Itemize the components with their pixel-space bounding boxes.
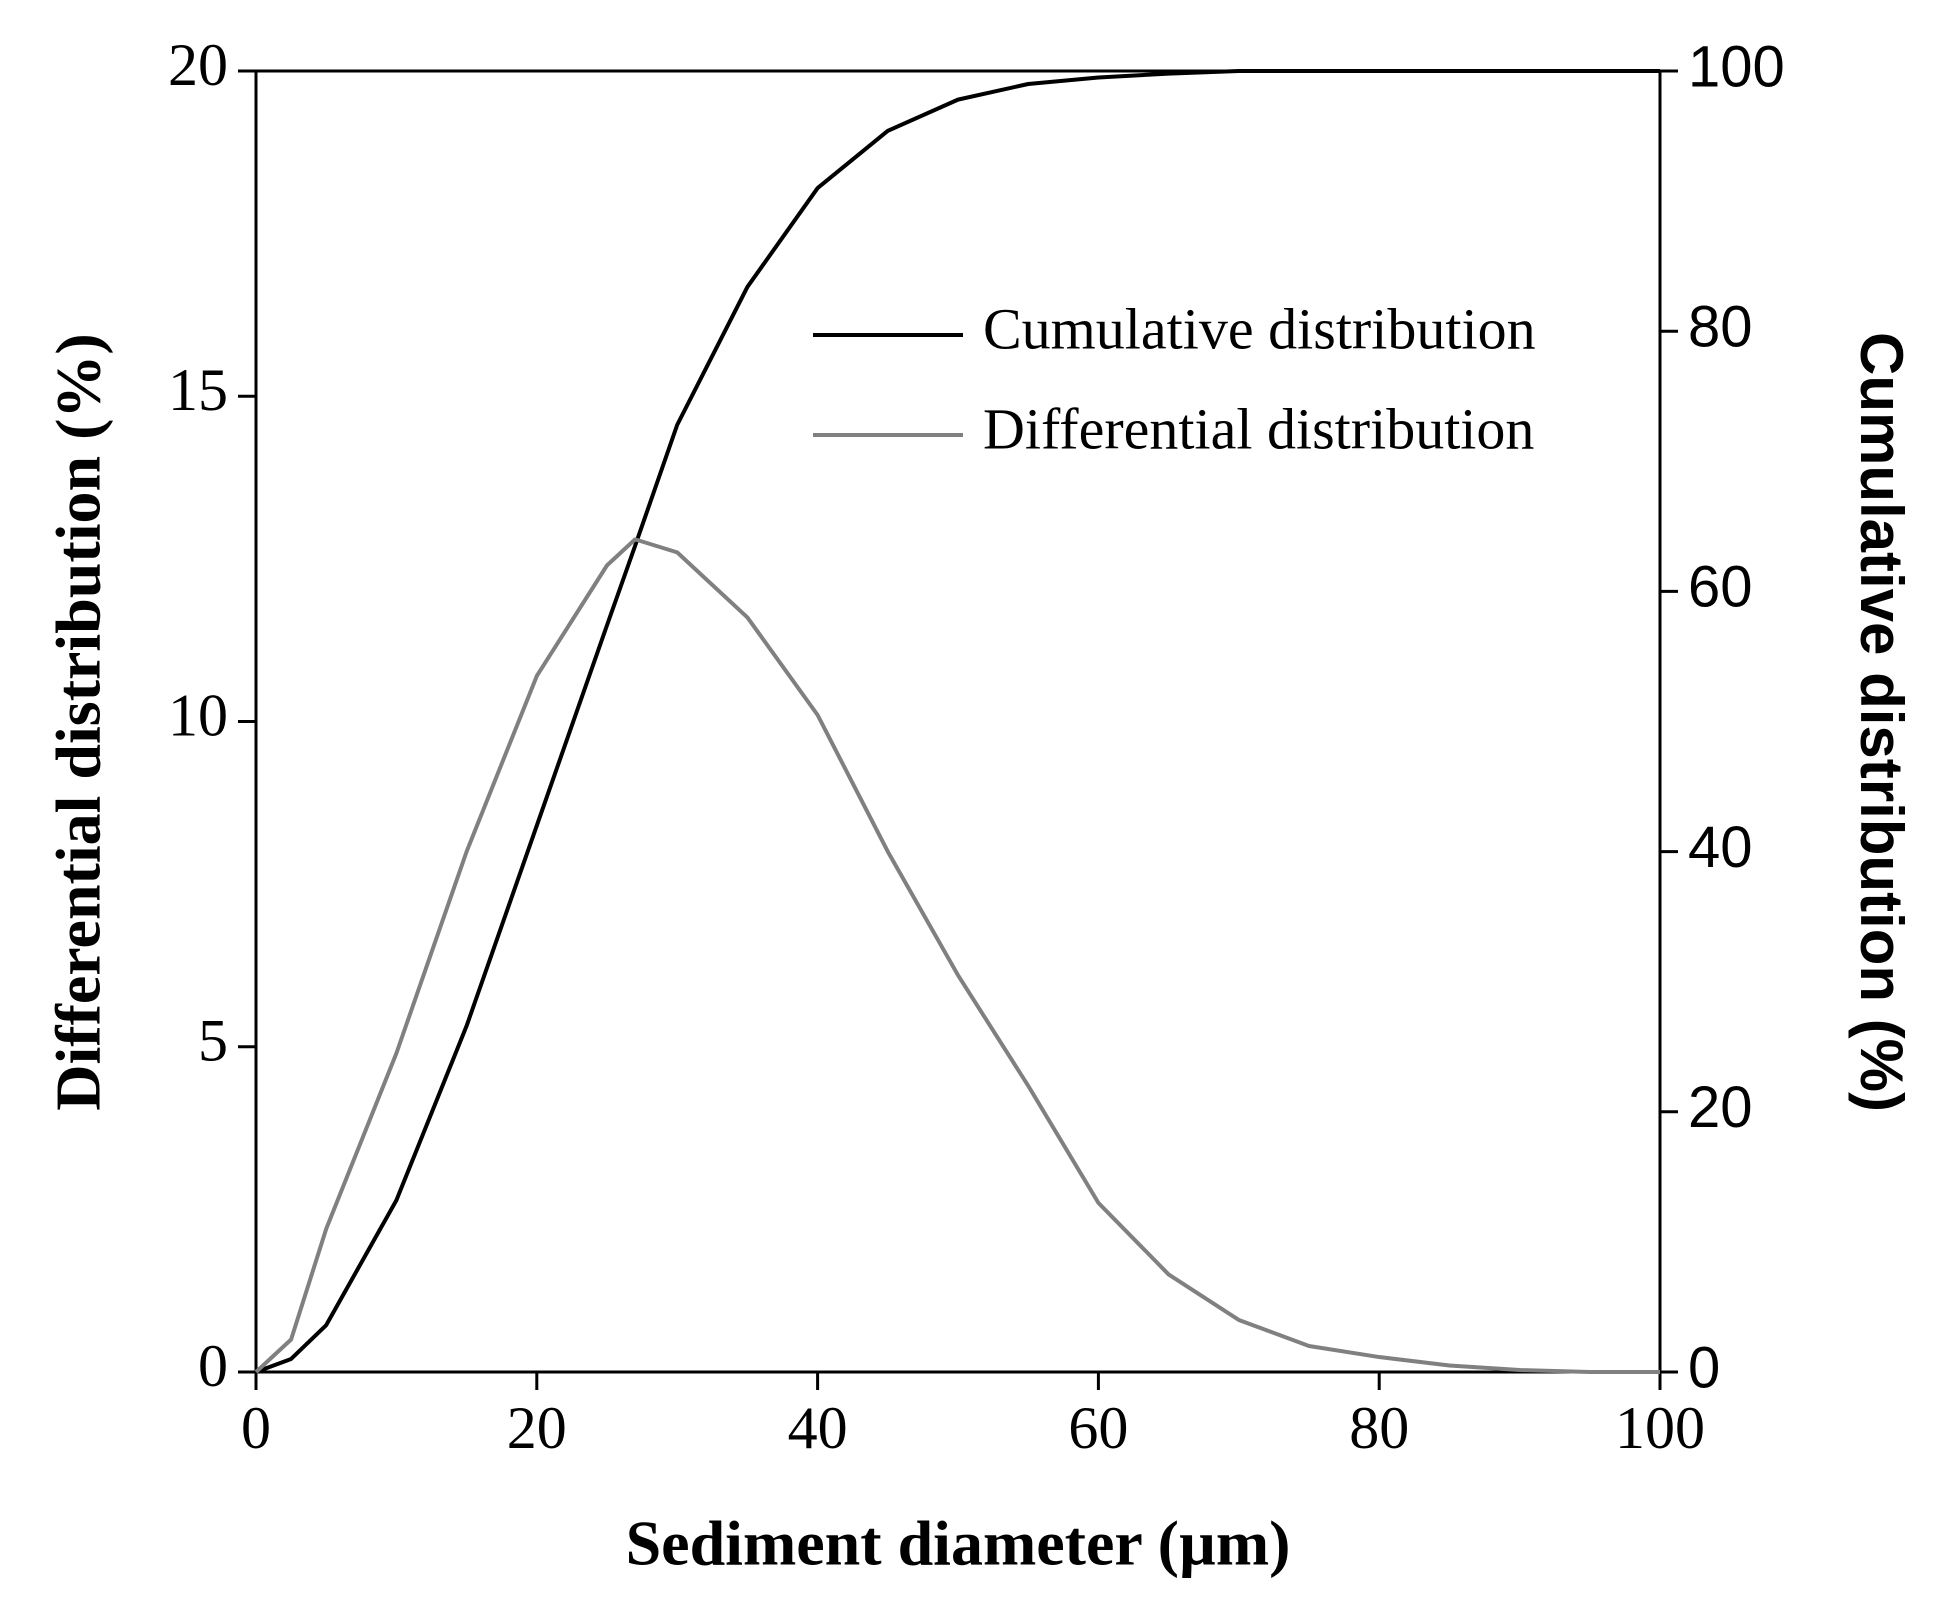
y-tick-label: 0 xyxy=(198,1333,228,1399)
y-tick-label: 15 xyxy=(168,357,228,423)
y2-axis-title: Cumulative distribution (%) xyxy=(1848,332,1915,1112)
x-tick-label: 60 xyxy=(1068,1395,1128,1461)
y2-tick-label: 40 xyxy=(1688,815,1753,880)
data-line xyxy=(255,69,1660,1374)
y-axis-title: Differential distribution (%) xyxy=(43,333,114,1110)
y2-tick-label: 80 xyxy=(1688,295,1753,360)
x-tick-label: 100 xyxy=(1615,1395,1705,1461)
x-tick-label: 40 xyxy=(788,1395,848,1461)
y2-tick-label: 100 xyxy=(1688,34,1785,99)
x-axis-title: Sediment diameter (µm) xyxy=(626,1508,1291,1579)
y-tick-label: 5 xyxy=(198,1008,228,1074)
plot-frame xyxy=(254,69,1662,1374)
x-tick-label: 20 xyxy=(507,1395,567,1461)
y2-tick-label: 60 xyxy=(1688,555,1753,620)
y2-tick-label: 0 xyxy=(1688,1335,1720,1400)
x-tick-label: 80 xyxy=(1349,1395,1409,1461)
legend-label: Differential distribution xyxy=(983,396,1534,461)
y2-tick-label: 20 xyxy=(1688,1075,1753,1140)
data-line xyxy=(254,537,1660,1374)
y-tick-label: 20 xyxy=(168,32,228,98)
x-tick-label: 0 xyxy=(241,1395,271,1461)
y-tick-label: 10 xyxy=(168,682,228,748)
legend-label: Cumulative distribution xyxy=(983,296,1536,361)
